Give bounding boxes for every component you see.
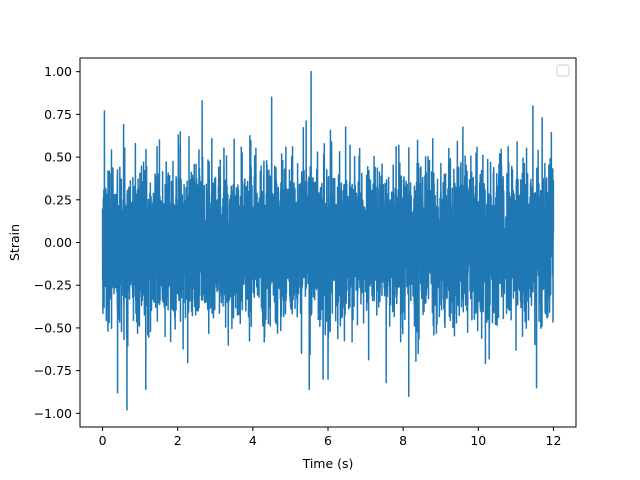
y-tick-label: 0.25 — [44, 192, 72, 207]
y-tick-label: 0.50 — [44, 150, 72, 165]
x-tick-label: 4 — [249, 433, 257, 448]
legend-box — [557, 65, 569, 76]
y-axis-ticks: −1.00 −0.75 −0.50 −0.25 0.00 0.25 0.50 0.75 1.00 — [34, 64, 80, 421]
strain-series-line — [103, 72, 554, 410]
y-tick-label: −1.00 — [34, 406, 72, 421]
x-tick-label: 8 — [399, 433, 407, 448]
x-tick-label: 12 — [546, 433, 562, 448]
y-tick-label: 1.00 — [44, 64, 72, 79]
y-tick-label: −0.25 — [34, 278, 72, 293]
y-tick-label: 0.75 — [44, 107, 72, 122]
x-tick-label: 10 — [470, 433, 486, 448]
y-tick-label: 0.00 — [44, 235, 72, 250]
y-tick-label: −0.75 — [34, 363, 72, 378]
x-axis-label: Time (s) — [302, 456, 354, 471]
series-layer — [103, 72, 554, 410]
y-axis-label: Strain — [7, 224, 22, 261]
x-axis-ticks: 0 2 4 6 8 10 12 — [99, 427, 562, 448]
y-tick-label: −0.50 — [34, 320, 72, 335]
x-tick-label: 0 — [99, 433, 107, 448]
x-tick-label: 6 — [324, 433, 332, 448]
x-tick-label: 2 — [174, 433, 182, 448]
